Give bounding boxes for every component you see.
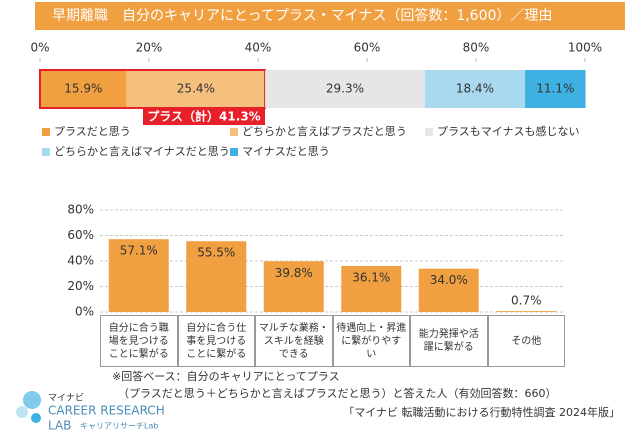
legend-swatch xyxy=(42,128,50,136)
x-tick-label: 80% xyxy=(463,41,490,55)
title: 早期離職 自分のキャリアにとってプラス・マイナス（回答数：1,600）／理由 xyxy=(52,7,552,24)
bar xyxy=(263,261,324,312)
source: 「マイナビ 転職活動における行動特性調査 2024年版」 xyxy=(343,405,620,419)
value-label: 25.4% xyxy=(177,82,215,96)
legend-swatch xyxy=(425,128,433,136)
bar-segment xyxy=(265,70,425,108)
legend-swatch xyxy=(42,148,50,156)
value-label: 55.5% xyxy=(197,246,235,260)
x-tick-label: 0% xyxy=(30,41,49,55)
bar xyxy=(341,265,402,312)
x-tick-label: 自分に合う仕 事を見つける ことに繋がる xyxy=(177,315,255,367)
logo-sub: キャリアリサーチLab xyxy=(80,422,158,431)
x-tick-label: 待遇向上・昇進 に繋がりやす い xyxy=(332,315,410,367)
logo-icon xyxy=(16,391,41,423)
bar xyxy=(186,241,247,312)
legend-swatch xyxy=(230,128,238,136)
x-tick-label: マルチな業務・ スキルを経験 できる xyxy=(255,315,333,367)
y-tick-label: 80% xyxy=(67,203,94,217)
bar xyxy=(496,311,557,312)
bar-segment xyxy=(525,70,586,108)
bar-segment xyxy=(424,70,526,108)
x-tick-label: 100% xyxy=(568,41,602,55)
legend-label: プラスもマイナスも感じない xyxy=(437,125,580,138)
logo-brand: マイナビ xyxy=(48,393,84,404)
value-label: 29.3% xyxy=(326,82,364,96)
x-tick-label: 60% xyxy=(354,41,381,55)
value-label: 15.9% xyxy=(64,82,102,96)
value-label: 39.8% xyxy=(275,266,313,280)
bar xyxy=(108,239,169,312)
x-tick-label: その他 xyxy=(487,315,565,367)
title-bar xyxy=(35,2,625,30)
value-label: 0.7% xyxy=(511,294,542,308)
annotation-bg xyxy=(143,108,265,125)
x-tick-label: 20% xyxy=(136,41,163,55)
value-label: 11.1% xyxy=(536,82,574,96)
y-tick-label: 0% xyxy=(75,305,94,319)
y-tick-label: 60% xyxy=(67,228,94,242)
value-label: 57.1% xyxy=(120,244,158,258)
x-tick-label: 自分に合う職 場を見つける ことに繋がる xyxy=(100,315,178,367)
legend-label: プラスだと思う xyxy=(54,125,131,138)
note: （プラスだと思う＋どちらかと言えばプラスだと思う）と答えた人（有効回答数：660… xyxy=(118,387,557,400)
x-tick-label: 能力発揮や活 躍に繋がる xyxy=(410,315,488,367)
note: ※回答ベース：自分のキャリアにとってプラス xyxy=(112,370,340,383)
legend-label: マイナスだと思う xyxy=(242,145,330,158)
value-label: 18.4% xyxy=(456,82,494,96)
value-label: 36.1% xyxy=(352,270,390,284)
annotation: プラス（計）41.3% xyxy=(147,109,260,124)
legend-swatch xyxy=(230,148,238,156)
y-tick-label: 20% xyxy=(67,279,94,293)
value-label: 34.0% xyxy=(430,273,468,287)
bar-segment xyxy=(126,70,266,108)
y-tick-label: 40% xyxy=(67,254,94,268)
logo-line2: LAB xyxy=(48,419,71,433)
legend-label: どちらかと言えばプラスだと思う xyxy=(242,125,407,138)
logo-line1: CAREER RESEARCH xyxy=(48,404,165,418)
x-tick-label: 40% xyxy=(245,41,272,55)
legend-label: どちらかと言えばマイナスだと思う xyxy=(54,145,230,158)
bar xyxy=(418,268,479,312)
bar-segment xyxy=(40,70,127,108)
